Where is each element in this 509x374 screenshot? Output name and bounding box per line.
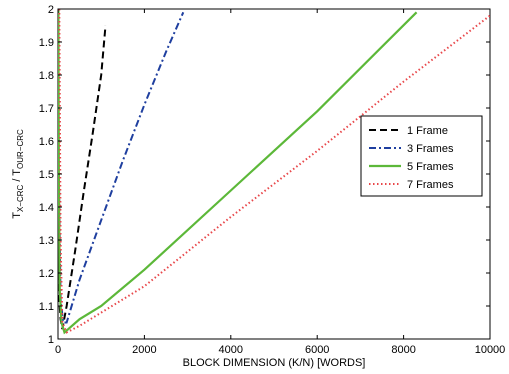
legend: 1 Frame 3 Frames 5 Frames 7 Frames xyxy=(360,115,483,197)
x-tick-label: 10000 xyxy=(475,344,506,356)
legend-label-4: 7 Frames xyxy=(407,179,454,191)
x-axis-label: BLOCK DIMENSION (K/N) [WORDS] xyxy=(183,357,366,369)
legend-label-1: 1 Frame xyxy=(407,125,448,137)
y-tick-label: 2 xyxy=(48,4,54,16)
legend-label-3: 5 Frames xyxy=(407,161,454,173)
y-label-sub-2: OUR−CRC xyxy=(16,129,25,169)
y-label-sub-1: X−CRC xyxy=(16,184,25,212)
y-tick-label: 1.5 xyxy=(39,169,54,181)
y-tick-label: 1.9 xyxy=(39,37,54,49)
series-layer xyxy=(58,9,490,335)
series-line-3 xyxy=(58,9,418,335)
y-tick-label: 1.3 xyxy=(39,235,54,247)
y-tick-label: 1.6 xyxy=(39,136,54,148)
x-tick-label: 0 xyxy=(55,344,61,356)
y-tick-label: 1.4 xyxy=(39,202,54,214)
series-line-4 xyxy=(58,9,490,334)
y-tick-label: 1.1 xyxy=(39,301,54,313)
y-tick-label: 1 xyxy=(48,334,54,346)
x-tick-label: 4000 xyxy=(219,344,243,356)
axis-ticks: 0 2000 4000 6000 8000 10000 1 1.1 1.2 1.3 1.4 1.5 1.… xyxy=(39,4,506,356)
y-tick-label: 1.8 xyxy=(39,70,54,82)
x-tick-label: 6000 xyxy=(305,344,329,356)
x-tick-label: 2000 xyxy=(132,344,156,356)
y-tick-label: 1.7 xyxy=(39,103,54,115)
x-tick-label: 8000 xyxy=(391,344,415,356)
y-label-main: T xyxy=(11,212,23,219)
y-label-separator: / T xyxy=(11,169,23,185)
legend-label-2: 3 Frames xyxy=(407,143,454,155)
y-axis-label: TX−CRC / TOUR−CRC xyxy=(11,129,25,219)
y-tick-label: 1.2 xyxy=(39,268,54,280)
